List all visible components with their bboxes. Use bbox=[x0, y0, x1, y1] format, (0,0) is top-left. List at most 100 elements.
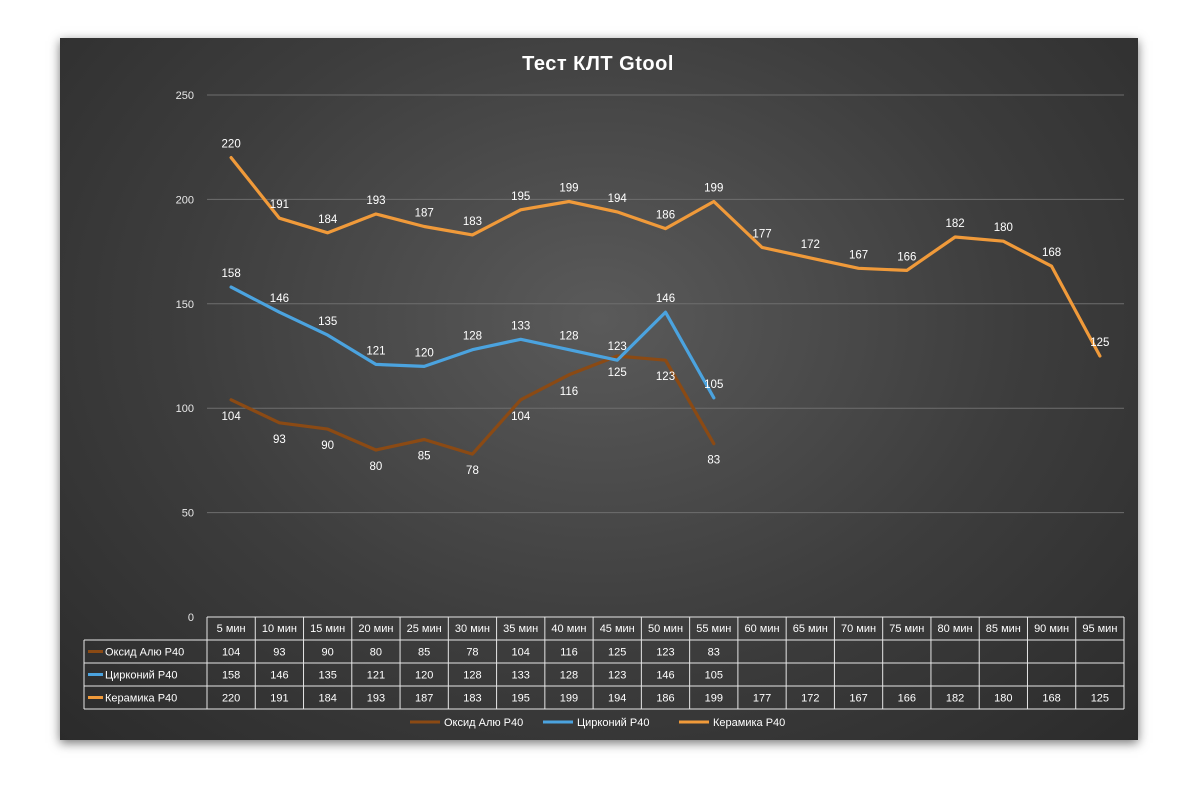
table-cell: 220 bbox=[222, 693, 240, 705]
data-label: 191 bbox=[270, 199, 289, 211]
table-cell: 125 bbox=[1091, 693, 1109, 705]
table-cell: 187 bbox=[415, 693, 433, 705]
data-label: 184 bbox=[318, 214, 338, 226]
category-label: 60 мин bbox=[744, 623, 779, 635]
series-line-2 bbox=[229, 156, 1102, 358]
table-cell: 158 bbox=[222, 670, 240, 682]
data-label: 168 bbox=[1042, 247, 1061, 259]
table-cell: 104 bbox=[512, 647, 530, 659]
table-cell: 80 bbox=[370, 647, 382, 659]
y-tick-label: 150 bbox=[176, 299, 194, 311]
y-tick-label: 0 bbox=[188, 612, 194, 624]
data-label: 128 bbox=[559, 331, 578, 343]
legend-label: Цирконий P40 bbox=[577, 717, 649, 729]
table-cell: 135 bbox=[318, 670, 336, 682]
category-label: 90 мин bbox=[1034, 623, 1069, 635]
series-line-0 bbox=[229, 354, 716, 456]
gridlines bbox=[207, 94, 1124, 514]
legend-label: Оксид Алю P40 bbox=[444, 717, 523, 729]
category-label: 45 мин bbox=[600, 623, 635, 635]
table-cell: 180 bbox=[994, 693, 1012, 705]
table-cell: 125 bbox=[608, 647, 626, 659]
table-cell: 85 bbox=[418, 647, 430, 659]
data-label: 193 bbox=[366, 195, 385, 207]
data-label: 180 bbox=[994, 222, 1013, 234]
data-label: 121 bbox=[366, 345, 385, 357]
table-cell: 183 bbox=[463, 693, 481, 705]
data-label: 146 bbox=[656, 293, 675, 305]
table-cell: 172 bbox=[801, 693, 819, 705]
table-cell: 123 bbox=[656, 647, 674, 659]
table-cell: 168 bbox=[1042, 693, 1060, 705]
table-cell: 193 bbox=[367, 693, 385, 705]
data-label: 172 bbox=[801, 239, 820, 251]
category-label: 65 мин bbox=[793, 623, 828, 635]
data-label: 199 bbox=[559, 182, 578, 194]
data-label: 123 bbox=[656, 371, 675, 383]
category-label: 95 мин bbox=[1082, 623, 1117, 635]
table-cell: 83 bbox=[708, 647, 720, 659]
table-cell: 123 bbox=[608, 670, 626, 682]
table-row-label: Цирконий P40 bbox=[105, 670, 177, 682]
table-cell: 146 bbox=[270, 670, 288, 682]
data-label: 133 bbox=[511, 320, 530, 332]
table-cell: 177 bbox=[753, 693, 771, 705]
category-label: 40 мин bbox=[551, 623, 586, 635]
data-label: 183 bbox=[463, 216, 482, 228]
table-row-label: Оксид Алю P40 bbox=[105, 647, 184, 659]
table-cell: 93 bbox=[273, 647, 285, 659]
table-cell: 195 bbox=[512, 693, 530, 705]
data-label: 78 bbox=[466, 465, 479, 477]
table-cell: 186 bbox=[656, 693, 674, 705]
data-label: 120 bbox=[415, 347, 434, 359]
legend-label: Керамика P40 bbox=[713, 717, 785, 729]
data-label: 182 bbox=[945, 218, 964, 230]
chart-title: Тест КЛТ Gtool bbox=[522, 53, 674, 75]
table-cell: 90 bbox=[322, 647, 334, 659]
category-label: 85 мин bbox=[986, 623, 1021, 635]
data-label: 125 bbox=[1090, 337, 1109, 349]
y-tick-label: 250 bbox=[176, 90, 194, 102]
table-cell: 104 bbox=[222, 647, 240, 659]
table-cell: 191 bbox=[270, 693, 288, 705]
table-cell: 199 bbox=[560, 693, 578, 705]
table-cell: 116 bbox=[560, 647, 578, 659]
data-label: 135 bbox=[318, 316, 337, 328]
category-label: 50 мин bbox=[648, 623, 683, 635]
data-label: 187 bbox=[415, 208, 434, 220]
table-cell: 128 bbox=[560, 670, 578, 682]
data-label: 158 bbox=[222, 268, 241, 280]
table-cell: 146 bbox=[656, 670, 674, 682]
category-label: 35 мин bbox=[503, 623, 538, 635]
table-cell: 78 bbox=[466, 647, 478, 659]
series-lines bbox=[229, 156, 1102, 456]
data-label: 166 bbox=[897, 251, 916, 263]
data-label: 93 bbox=[273, 434, 286, 446]
data-table: 5 мин 10 мин 15 мин 20 мин 25 мин 30 мин 35 ми… bbox=[83, 616, 1125, 710]
data-label: 105 bbox=[704, 379, 723, 391]
category-label: 70 мин bbox=[841, 623, 876, 635]
data-label: 116 bbox=[560, 386, 578, 398]
category-label: 80 мин bbox=[938, 623, 973, 635]
table-row-label: Керамика P40 bbox=[105, 693, 177, 705]
category-label: 30 мин bbox=[455, 623, 490, 635]
category-label: 10 мин bbox=[262, 623, 297, 635]
data-labels: 104 93 90 80 85 78 104 116 125 123 83 158 146 135 121 1… bbox=[222, 139, 1110, 477]
legend: Оксид Алю P40 Цирконий P40 Керамика P40 bbox=[410, 717, 785, 729]
table-cell: 166 bbox=[898, 693, 916, 705]
category-label: 55 мин bbox=[696, 623, 731, 635]
data-label: 167 bbox=[849, 249, 868, 261]
data-label: 90 bbox=[321, 440, 334, 452]
table-cell: 199 bbox=[705, 693, 723, 705]
category-label: 15 мин bbox=[310, 623, 345, 635]
table-cell: 184 bbox=[318, 693, 336, 705]
data-label: 85 bbox=[418, 451, 431, 463]
chart-panel bbox=[60, 38, 1138, 740]
data-label: 83 bbox=[707, 455, 720, 467]
data-label: 80 bbox=[370, 461, 383, 473]
data-label: 195 bbox=[511, 191, 530, 203]
category-label: 25 мин bbox=[407, 623, 442, 635]
data-label: 104 bbox=[511, 411, 531, 423]
data-label: 123 bbox=[608, 341, 627, 353]
